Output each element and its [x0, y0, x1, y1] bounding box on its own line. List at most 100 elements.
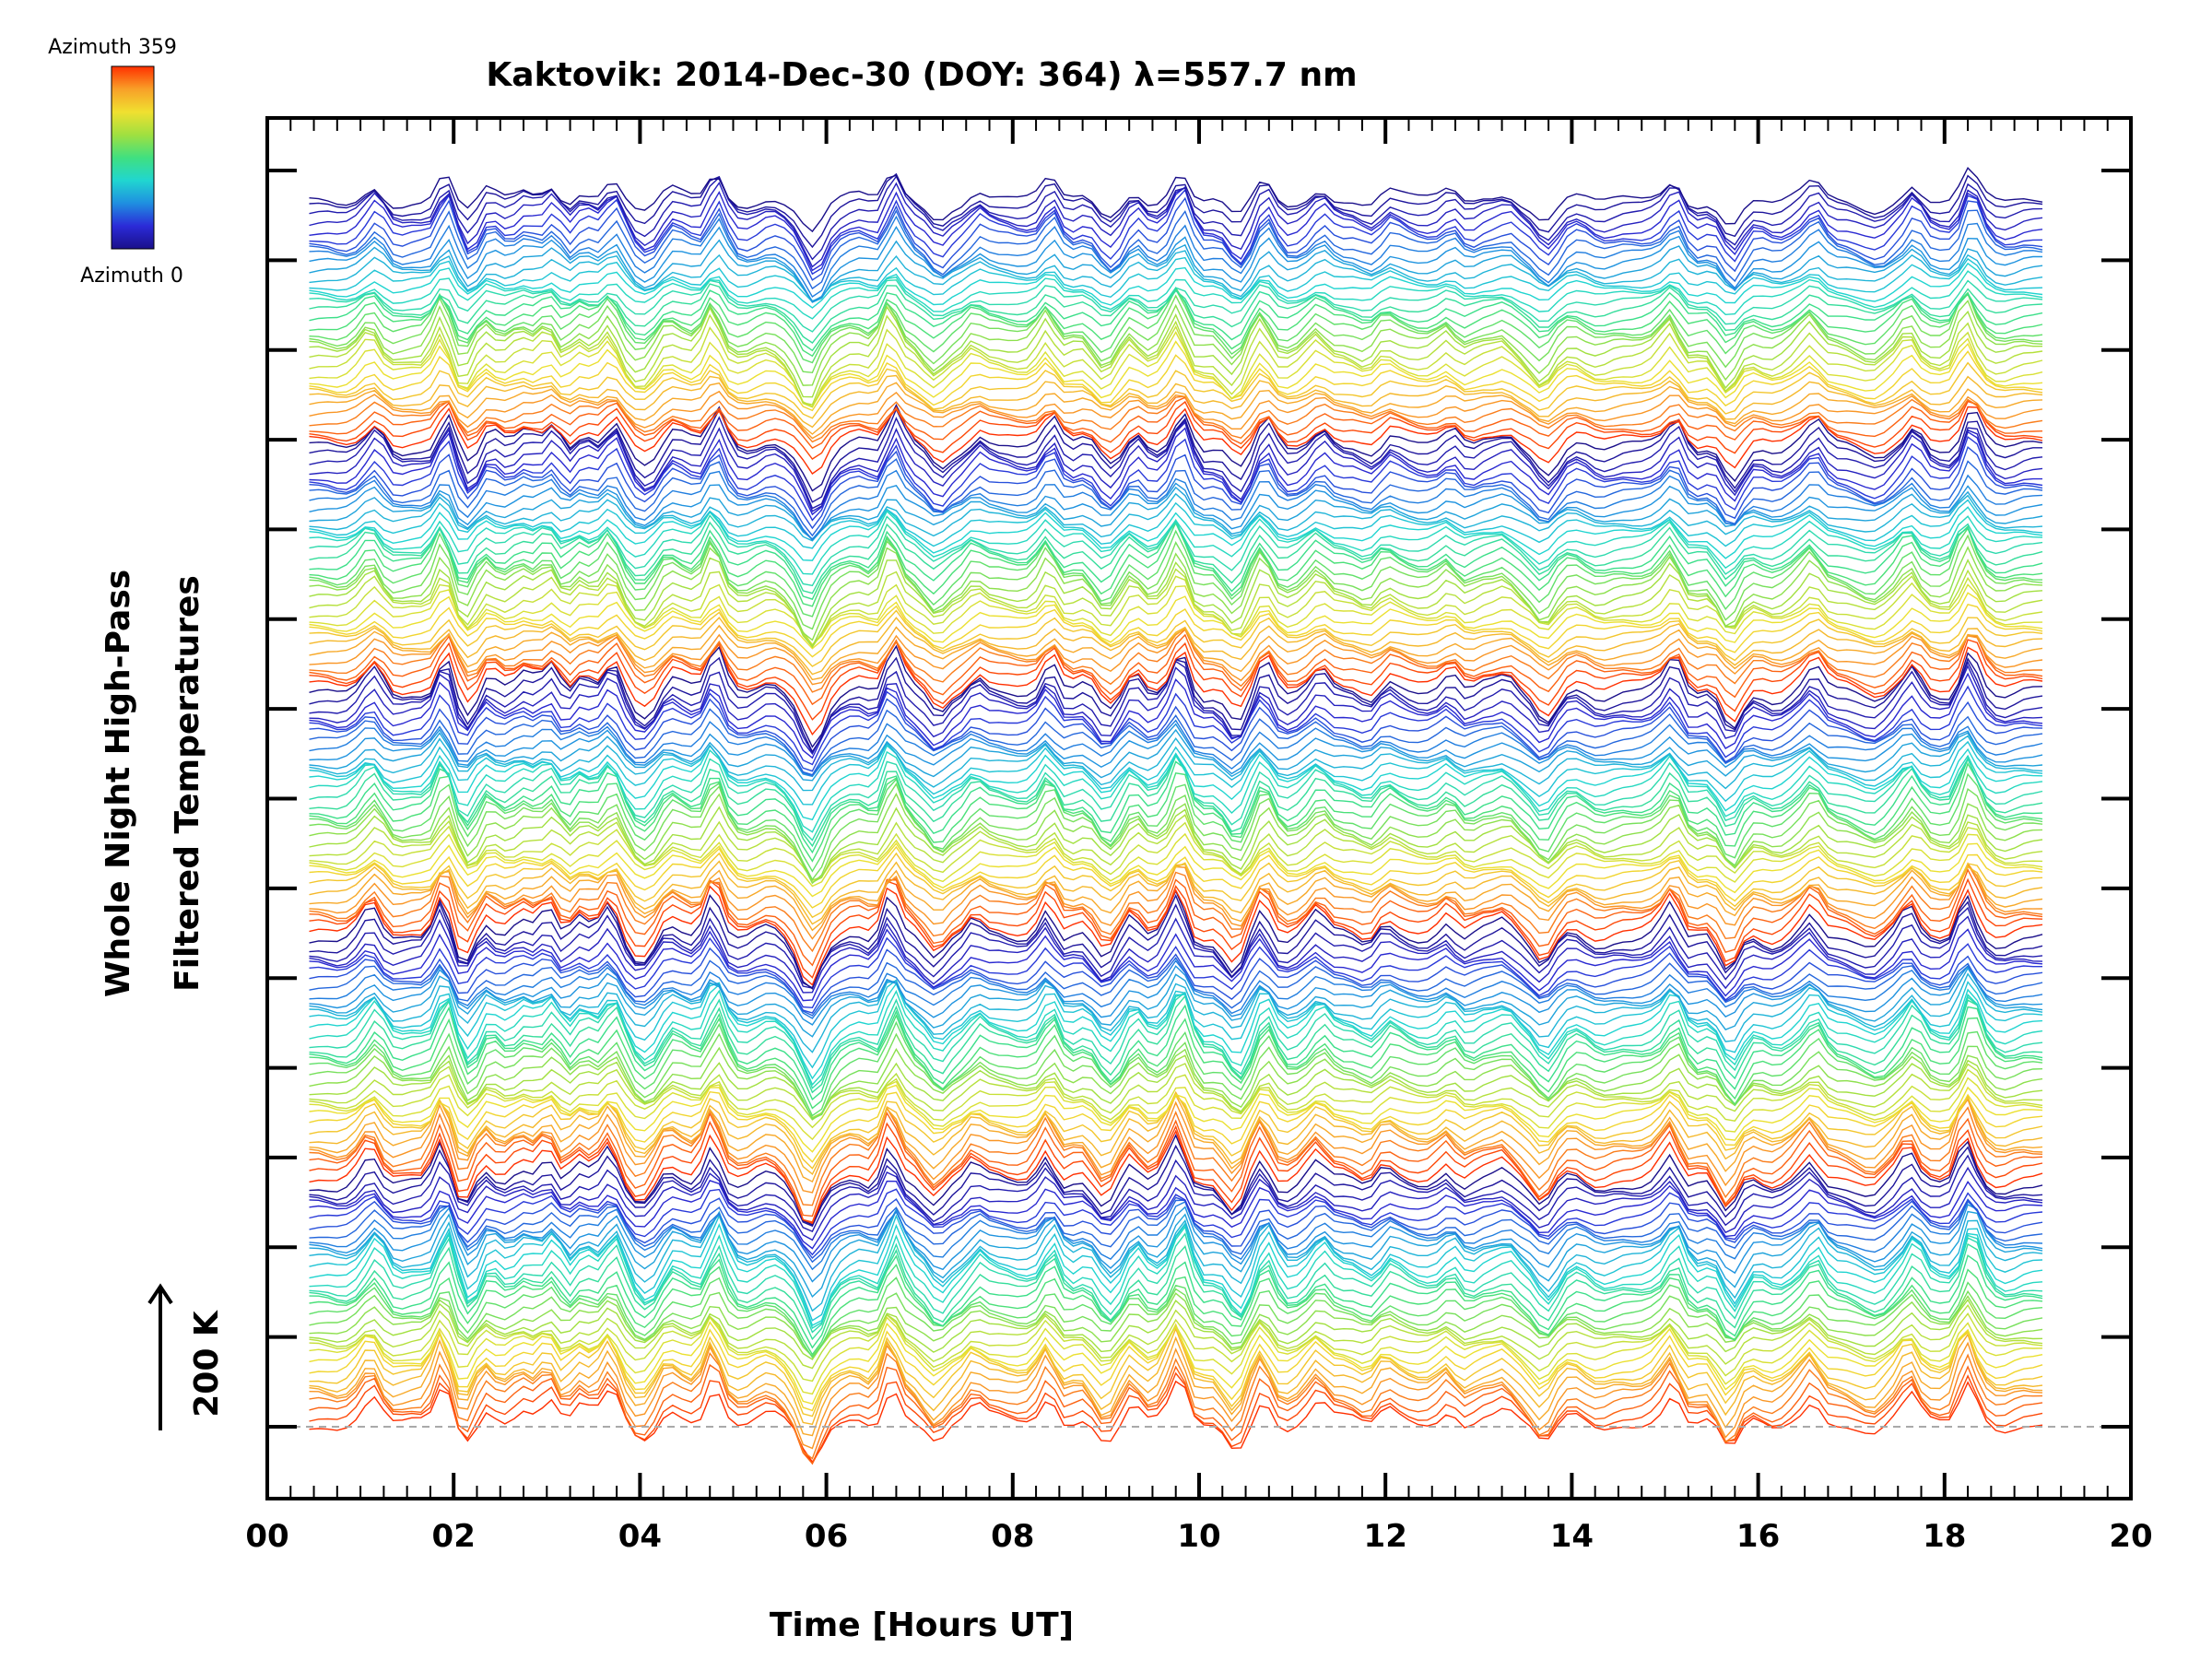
series-line	[309, 250, 2043, 302]
series-line	[309, 1303, 2043, 1370]
series-line	[309, 1090, 2043, 1163]
series-line	[309, 959, 2043, 1019]
x-tick-label: 00	[245, 1518, 288, 1555]
series-line	[309, 1004, 2043, 1101]
series-line	[309, 482, 2043, 541]
series-line	[309, 1232, 2043, 1334]
series-line	[309, 279, 2043, 333]
series-line	[309, 361, 2043, 419]
x-tick-label: 16	[1736, 1518, 1780, 1555]
series-line	[309, 1254, 2043, 1349]
series-line	[309, 1144, 2043, 1228]
series-line	[309, 967, 2043, 1038]
series-line	[309, 427, 2042, 516]
series-line	[309, 172, 2043, 249]
series-line	[309, 557, 2043, 648]
series-line	[309, 1106, 2043, 1206]
series-line	[309, 821, 2043, 882]
series-line	[309, 188, 2043, 276]
series-line	[309, 832, 2043, 888]
series-line	[309, 226, 2042, 303]
series-line	[309, 510, 2043, 575]
series-line	[309, 685, 2043, 766]
axes: 00 02 04 06 08 10 12 14 16 18 20	[245, 116, 2153, 1555]
series-line	[309, 435, 2043, 522]
series-line	[309, 1090, 2043, 1175]
series-line	[309, 1032, 2043, 1121]
traces	[309, 167, 2043, 1465]
series-line	[309, 182, 2043, 268]
scale-bar-label: 200 K	[188, 1310, 226, 1418]
series-line	[309, 903, 2043, 989]
series-line	[309, 1288, 2043, 1359]
series-line	[309, 1120, 2043, 1223]
series-line	[309, 633, 2043, 706]
series-line	[309, 458, 2043, 537]
series-line	[309, 486, 2043, 540]
series-line	[309, 893, 2043, 989]
series-line	[309, 1351, 2043, 1460]
series-line	[309, 1154, 2043, 1233]
series-line	[309, 592, 2043, 650]
series-line	[309, 628, 2042, 693]
series-line	[309, 340, 2043, 408]
series-line	[309, 583, 2043, 646]
series-line	[309, 1277, 2043, 1359]
series-line	[309, 499, 2043, 549]
series-line	[309, 1196, 2043, 1260]
series-line	[309, 979, 2043, 1069]
series-line	[309, 1263, 2043, 1356]
series-line	[309, 546, 2043, 641]
series-line	[309, 1242, 2043, 1341]
series-line	[309, 994, 2043, 1094]
series-line	[309, 374, 2043, 429]
series-line	[309, 862, 2043, 940]
series-line	[309, 1371, 2043, 1465]
series-line	[309, 406, 2043, 475]
series-line	[309, 928, 2043, 1002]
series-line	[309, 382, 2043, 435]
series-line	[309, 215, 2043, 298]
series-line	[309, 1098, 2043, 1194]
series-line	[309, 1068, 2043, 1129]
series-line	[309, 239, 2043, 303]
series-line	[309, 1063, 2043, 1121]
scale-bar: 200 K	[147, 1283, 226, 1430]
series-line	[309, 862, 2043, 953]
colorbar: Azimuth 359 Azimuth 0	[48, 36, 183, 288]
y-axis-label-line2: Filtered Temperatures	[169, 575, 206, 992]
series-line	[309, 603, 2043, 658]
series-line	[309, 313, 2043, 406]
series-line	[309, 209, 2043, 290]
series-line	[309, 400, 2043, 460]
series-line	[309, 1208, 2043, 1312]
series-line	[309, 1326, 2043, 1426]
series-line	[309, 1046, 2043, 1120]
x-tick-label: 14	[1550, 1518, 1594, 1555]
series-line	[309, 640, 2043, 736]
series-line	[309, 915, 2043, 994]
series-line	[309, 740, 2043, 806]
series-line	[309, 1014, 2043, 1110]
series-line	[309, 782, 2043, 881]
series-line	[309, 936, 2042, 1009]
x-tick-label: 06	[805, 1518, 848, 1555]
series-line	[309, 863, 2043, 932]
series-line	[309, 957, 2043, 1017]
series-line	[309, 772, 2043, 873]
series-line	[309, 1204, 2043, 1283]
series-line	[309, 196, 2043, 281]
x-tick-label: 04	[618, 1518, 662, 1555]
series-line	[309, 175, 2043, 261]
series-line	[309, 728, 2043, 782]
x-tick-label: 10	[1177, 1518, 1220, 1555]
series-line	[309, 390, 2043, 440]
series-line	[309, 1180, 2043, 1250]
x-tick-label: 08	[991, 1518, 1034, 1555]
series-line	[309, 256, 2043, 303]
series-line	[309, 514, 2043, 587]
series-line	[309, 331, 2043, 408]
scale-bar-arrowhead	[147, 1283, 173, 1305]
series-line	[309, 167, 2043, 233]
